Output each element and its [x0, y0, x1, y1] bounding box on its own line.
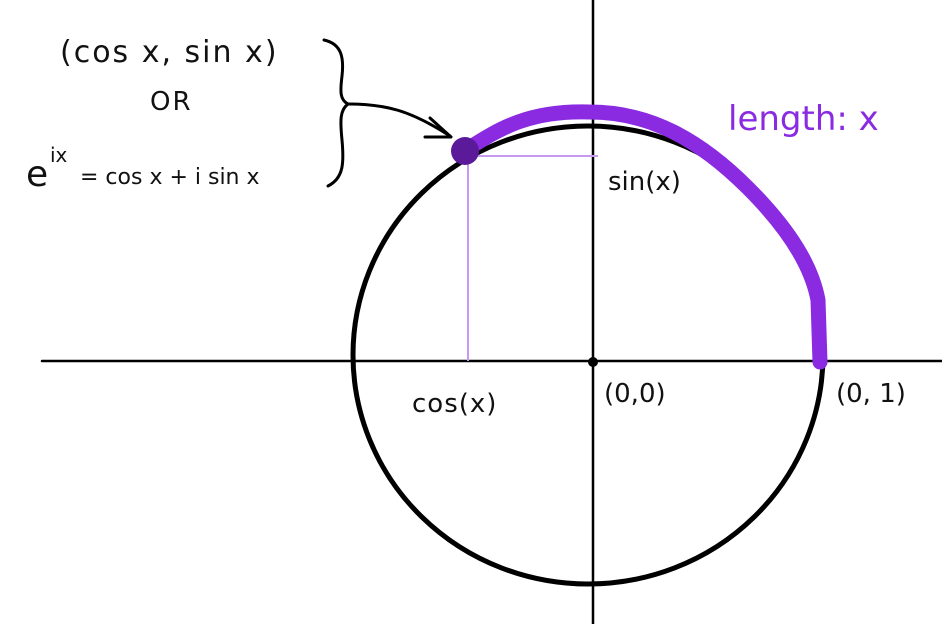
cos-label: cos(x): [412, 389, 497, 419]
origin-label: (0,0): [604, 379, 666, 409]
arc-length-label: length: x: [728, 99, 879, 139]
unit-point-label: (0, 1): [836, 379, 906, 409]
euler-base-label: e: [26, 154, 48, 195]
curly-brace: [322, 38, 351, 188]
or-label: OR: [150, 87, 193, 117]
origin-dot: [588, 357, 598, 367]
arrow-head-icon: [423, 116, 453, 139]
pointer-arrow: [346, 102, 452, 138]
euler-rhs-label: = cos x + i sin x: [80, 165, 260, 190]
point-on-circle: [451, 137, 479, 165]
euler-exponent-label: ix: [50, 143, 68, 167]
sin-label: sin(x): [608, 167, 681, 197]
arc-length-x: [458, 104, 828, 370]
point-coords-label: (cos x, sin x): [60, 35, 279, 70]
